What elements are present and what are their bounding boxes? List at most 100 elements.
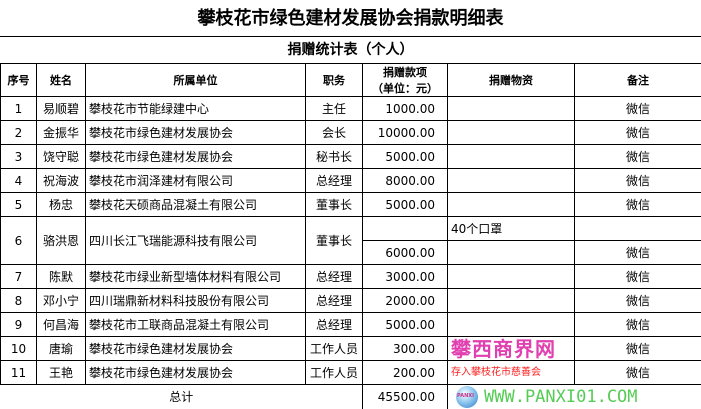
cell-org: 攀枝花市绿色建材发展协会 — [86, 361, 306, 385]
cell-no: 8 — [1, 289, 37, 313]
cell-position: 工作人员 — [306, 361, 363, 385]
cell-no: 5 — [1, 193, 37, 217]
table-row: 4 祝海波 攀枝花市润泽建材有限公司 总经理 8000.00 微信 — [1, 169, 701, 193]
cell-goods — [448, 169, 575, 193]
cell-name: 邓小宁 — [37, 289, 86, 313]
cell-name: 王艳 — [37, 361, 86, 385]
cell-goods-empty — [448, 241, 575, 265]
cell-amount: 2000.00 — [363, 289, 448, 313]
cell-no: 3 — [1, 145, 37, 169]
cell-position: 工作人员 — [306, 337, 363, 361]
cell-amount: 5000.00 — [363, 193, 448, 217]
cell-note: 微信 — [575, 145, 701, 169]
cell-note: 微信 — [575, 313, 701, 337]
cell-amount: 8000.00 — [363, 169, 448, 193]
cell-goods — [448, 265, 575, 289]
table-row: 1 易顺碧 攀枝花市节能绿建中心 主任 1000.00 微信 — [1, 97, 701, 121]
cell-no: 9 — [1, 313, 37, 337]
cell-no: 4 — [1, 169, 37, 193]
cell-note-empty — [575, 217, 701, 241]
cell-amount: 5000.00 — [363, 145, 448, 169]
table-row: 3 饶守聪 攀枝花市绿色建材发展协会 秘书长 5000.00 微信 — [1, 145, 701, 169]
watermark-overlay: 存入攀枝花市慈善会 — [451, 362, 541, 384]
watermark-site-name: 攀西商界网 — [451, 338, 556, 360]
table-row: 6 骆洪恩 四川长江飞瑞能源科技有限公司 董事长 40个口罩 — [1, 217, 701, 241]
cell-position: 主任 — [306, 97, 363, 121]
cell-amount: 6000.00 — [363, 241, 448, 265]
cell-amount: 1000.00 — [363, 97, 448, 121]
cell-org: 四川长江飞瑞能源科技有限公司 — [86, 217, 306, 265]
cell-org: 攀枝花市工联商品混凝土有限公司 — [86, 313, 306, 337]
cell-amount: 5000.00 — [363, 313, 448, 337]
cell-note: 微信 — [575, 265, 701, 289]
cell-amount: 300.00 — [363, 337, 448, 361]
table-row: 2 金振华 攀枝花市绿色建材发展协会 会长 10000.00 微信 — [1, 121, 701, 145]
cell-no: 11 — [1, 361, 37, 385]
cell-name: 金振华 — [37, 121, 86, 145]
cell-amount-empty — [363, 217, 448, 241]
cell-org: 攀枝花市节能绿建中心 — [86, 97, 306, 121]
cell-note: 微信 — [575, 241, 701, 265]
cell-position: 总经理 — [306, 289, 363, 313]
cell-org: 攀枝花市绿色建材发展协会 — [86, 145, 306, 169]
page-title: 攀枝花市绿色建材发展协会捐款明细表 — [0, 0, 701, 37]
watermark-url: WWW.PANXI01.COM — [484, 386, 638, 408]
header-position: 职务 — [306, 64, 363, 97]
cell-goods — [448, 97, 575, 121]
cell-position: 会长 — [306, 121, 363, 145]
table-row: 11 王艳 攀枝花市绿色建材发展协会 工作人员 200.00 存入攀枝花市慈善会… — [1, 361, 701, 385]
cell-amount: 10000.00 — [363, 121, 448, 145]
cell-name: 杨忠 — [37, 193, 86, 217]
cell-no: 10 — [1, 337, 37, 361]
cell-position: 总经理 — [306, 265, 363, 289]
cell-name: 易顺碧 — [37, 97, 86, 121]
header-name: 姓名 — [37, 64, 86, 97]
cell-no: 7 — [1, 265, 37, 289]
header-note: 备注 — [575, 64, 701, 97]
cell-position: 董事长 — [306, 193, 363, 217]
cell-org: 攀枝花市绿业新型墙体材料有限公司 — [86, 265, 306, 289]
cell-note: 微信 — [575, 337, 701, 361]
cell-note: 微信 — [575, 193, 701, 217]
header-amount: 捐赠款项（单位：元） — [363, 64, 448, 97]
cell-note: 微信 — [575, 289, 701, 313]
cell-org: 攀枝花天硕商品混凝土有限公司 — [86, 193, 306, 217]
cell-goods — [448, 313, 575, 337]
cell-name: 唐瑜 — [37, 337, 86, 361]
cell-note: 微信 — [575, 97, 701, 121]
header-org: 所属单位 — [86, 64, 306, 97]
cell-name: 祝海波 — [37, 169, 86, 193]
table-row: 5 杨忠 攀枝花天硕商品混凝土有限公司 董事长 5000.00 微信 — [1, 193, 701, 217]
table-row: 10 唐瑜 攀枝花市绿色建材发展协会 工作人员 300.00 攀西商界网 微信 — [1, 337, 701, 361]
cell-goods — [448, 121, 575, 145]
cell-amount: 200.00 — [363, 361, 448, 385]
donation-table: 序号 姓名 所属单位 职务 捐赠款项（单位：元） 捐赠物资 备注 1 易顺碧 攀… — [0, 63, 701, 409]
globe-logo-icon: PANXI — [456, 386, 478, 408]
cell-note: 微信 — [575, 121, 701, 145]
cell-no: 6 — [1, 217, 37, 265]
cell-name: 何昌海 — [37, 313, 86, 337]
cell-goods: 存入攀枝花市慈善会 — [448, 361, 575, 385]
cell-org: 攀枝花市绿色建材发展协会 — [86, 337, 306, 361]
cell-goods — [448, 289, 575, 313]
cell-org: 攀枝花市润泽建材有限公司 — [86, 169, 306, 193]
cell-goods: 攀西商界网 — [448, 337, 575, 361]
cell-name: 饶守聪 — [37, 145, 86, 169]
header-no: 序号 — [1, 64, 37, 97]
cell-no: 2 — [1, 121, 37, 145]
table-row: 9 何昌海 攀枝花市工联商品混凝土有限公司 总经理 5000.00 微信 — [1, 313, 701, 337]
cell-note: 微信 — [575, 361, 701, 385]
cell-position: 总经理 — [306, 169, 363, 193]
cell-amount: 3000.00 — [363, 265, 448, 289]
cell-goods — [448, 193, 575, 217]
cell-name: 骆洪恩 — [37, 217, 86, 265]
table-row: 7 陈默 攀枝花市绿业新型墙体材料有限公司 总经理 3000.00 微信 — [1, 265, 701, 289]
table-row: 8 邓小宁 四川瑞鼎新材料科技股份有限公司 总经理 2000.00 微信 — [1, 289, 701, 313]
cell-org: 四川瑞鼎新材料科技股份有限公司 — [86, 289, 306, 313]
table-subtitle: 捐赠统计表（个人） — [0, 37, 701, 63]
cell-no: 1 — [1, 97, 37, 121]
cell-goods: 40个口罩 — [448, 217, 575, 241]
header-row: 序号 姓名 所属单位 职务 捐赠款项（单位：元） 捐赠物资 备注 — [1, 64, 701, 97]
cell-position: 总经理 — [306, 313, 363, 337]
cell-position: 董事长 — [306, 217, 363, 265]
